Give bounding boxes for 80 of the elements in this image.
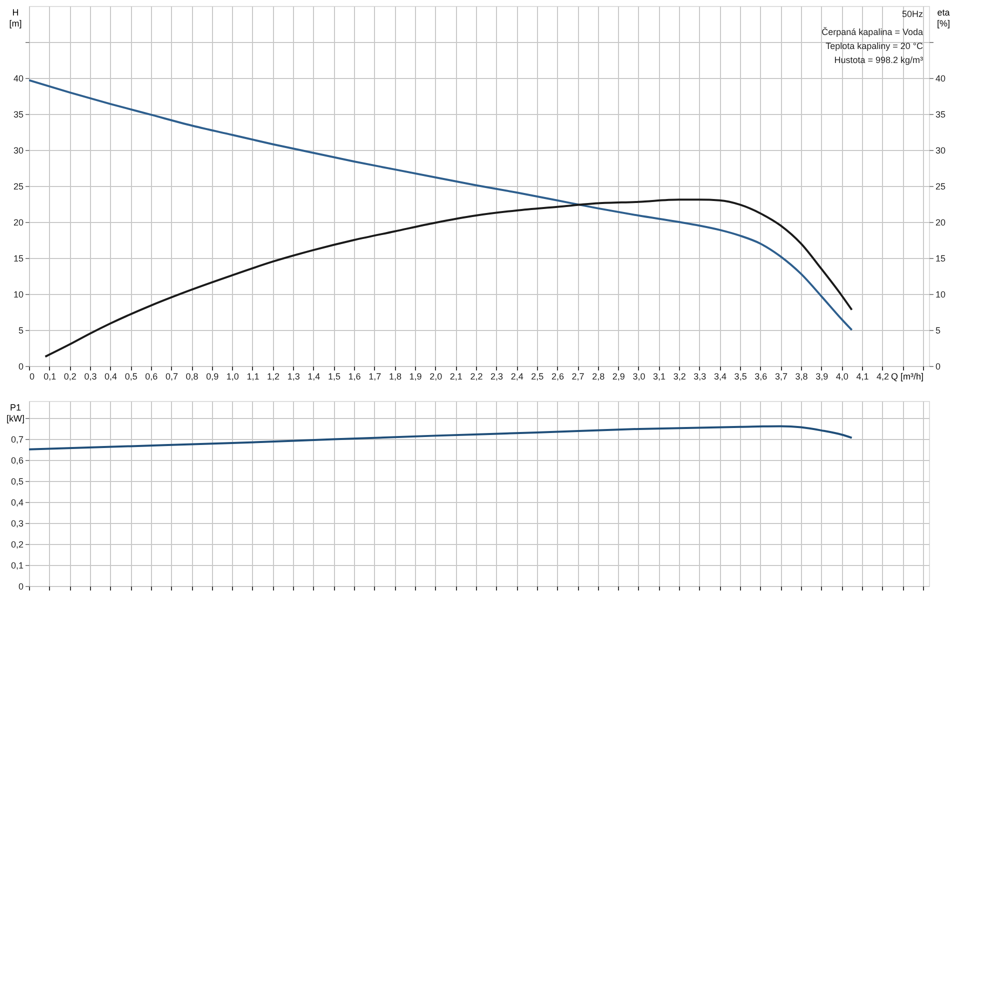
- y-tick-label: 35: [13, 110, 24, 120]
- y-tick-label: 40: [13, 74, 24, 84]
- y-tick-label: 10: [13, 290, 24, 300]
- line-series: [29, 79, 853, 331]
- y-tick-label: 30: [13, 146, 24, 156]
- y2-tick-label: 0: [936, 362, 941, 372]
- x-tick-label: 4,0: [836, 372, 848, 382]
- y-tick-label: 0,3: [10, 518, 24, 528]
- y2-axis-title: eta [%]: [936, 8, 950, 28]
- x-tick-label: 2,9: [612, 372, 625, 382]
- annotation: Teplota kapaliny = 20 °C: [826, 41, 924, 51]
- x-tick-label: 0,3: [84, 372, 97, 382]
- x-tick-label: 1,1: [246, 372, 260, 382]
- y-tick-label: 0,2: [10, 539, 24, 550]
- y2-tick-label: 35: [936, 110, 946, 120]
- y-axis-title: H [m]: [9, 8, 22, 28]
- x-tick-label: 2,8: [592, 372, 605, 382]
- x-tick-label: 3,0: [632, 372, 646, 382]
- line-series: [29, 425, 853, 450]
- y-tick-label: 0,7: [10, 434, 24, 444]
- y-tick-label: 25: [13, 182, 24, 192]
- y-tick-label: 5: [18, 326, 24, 336]
- y-tick-label: 20: [13, 218, 24, 228]
- y2-tick-label: 20: [936, 218, 946, 228]
- x-tick-label: 2,2: [470, 372, 483, 382]
- y2-tick-label: 5: [936, 326, 941, 336]
- x-tick-label: 3,1: [653, 372, 666, 382]
- x-tick-label: 4,1: [856, 372, 869, 382]
- x-tick-label: 1,8: [388, 372, 402, 382]
- x-tick-label: 4,2: [876, 372, 890, 382]
- x-tick-label: 2,6: [551, 372, 564, 382]
- x-tick-label: 2,3: [490, 372, 504, 382]
- y2-tick-label: 15: [936, 254, 946, 264]
- y-tick-label: 0: [18, 582, 24, 592]
- x-tick-label: 1,6: [348, 372, 361, 382]
- y2-tick-label: 40: [936, 74, 946, 84]
- x-tick-label: 1,2: [267, 372, 280, 382]
- x-tick-label: 0,4: [104, 372, 118, 382]
- y2-tick-label: 30: [936, 146, 946, 156]
- x-tick-label: 3,6: [754, 372, 768, 382]
- x-tick-label: 0,5: [124, 372, 138, 382]
- x-tick-label: 0,2: [64, 372, 76, 382]
- x-tick-label: 2,4: [510, 372, 524, 382]
- x-tick-label: 0,7: [165, 372, 178, 382]
- x-tick-label: 2,5: [531, 372, 544, 382]
- x-tick-label: 1,3: [287, 372, 300, 382]
- y-tick-label: 15: [13, 254, 24, 264]
- x-tick-label: 1,4: [308, 372, 320, 382]
- x-tick-label: 3,3: [694, 372, 706, 382]
- x-tick-label: 3,7: [774, 372, 788, 382]
- line-series: [44, 198, 853, 358]
- x-tick-label: 0,9: [206, 372, 219, 382]
- x-tick-label: 2,7: [572, 372, 584, 382]
- x-tick-label: 0: [30, 372, 35, 382]
- y2-tick-label: 25: [936, 182, 946, 192]
- x-tick-label: 3,9: [816, 372, 828, 382]
- x-tick-label: 3,5: [734, 372, 747, 382]
- y-tick-label: 0,1: [10, 560, 24, 570]
- y-tick-label: 0,4: [10, 497, 24, 508]
- x-tick-label: 1,5: [328, 372, 340, 382]
- y-axis-title: P1 [kW]: [6, 402, 24, 424]
- y-tick-label: 0: [18, 362, 24, 372]
- x-tick-label: 1,9: [409, 372, 422, 382]
- y2-tick-label: 10: [936, 290, 946, 300]
- x-tick-label: 2,0: [430, 372, 442, 382]
- x-tick-label: 3,4: [714, 372, 727, 382]
- x-tick-label: 0,6: [145, 372, 158, 382]
- x-tick-label: 3,2: [673, 372, 686, 382]
- annotation: Čerpaná kapalina = Voda: [822, 27, 923, 37]
- y-tick-label: 0,5: [10, 476, 24, 486]
- x-tick-label: 1,7: [368, 372, 382, 382]
- annotation: Hustota = 998.2 kg/m³: [834, 55, 923, 65]
- annotation: 50Hz: [902, 9, 924, 19]
- y-tick-label: 0,6: [10, 455, 24, 466]
- x-tick-label: 0,8: [186, 372, 198, 382]
- x-tick-label: 2,1: [450, 372, 462, 382]
- x-tick-label: 3,8: [795, 372, 808, 382]
- x-tick-label: 1,0: [226, 372, 239, 382]
- x-tick-label: 0,1: [44, 372, 56, 382]
- x-axis-title: Q [m³/h]: [890, 372, 924, 382]
